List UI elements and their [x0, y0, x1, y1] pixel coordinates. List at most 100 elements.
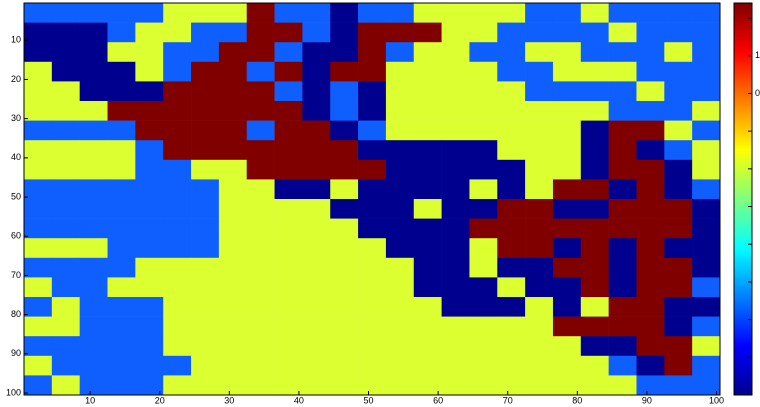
heatmap-cell: [135, 61, 164, 82]
heatmap-cell: [469, 22, 498, 43]
heatmap-cell: [664, 120, 693, 141]
heatmap-cell: [79, 355, 108, 376]
heatmap-cell: [441, 257, 470, 278]
heatmap-cell: [51, 22, 80, 43]
heatmap-cell: [358, 159, 387, 180]
heatmap-cell: [107, 179, 136, 200]
heatmap-cell: [302, 120, 331, 141]
heatmap-cell: [163, 61, 192, 82]
heatmap-cell: [469, 316, 498, 337]
heatmap-cell: [218, 375, 248, 396]
heatmap-cell: [330, 277, 359, 298]
heatmap-cell: [441, 22, 470, 43]
heatmap-cell: [246, 218, 275, 239]
heatmap-cell: [525, 101, 554, 121]
heatmap-cell: [608, 336, 637, 357]
heatmap-cell: [497, 199, 526, 219]
heatmap-cell: [385, 61, 415, 82]
heatmap-cell: [692, 159, 721, 180]
heatmap-cell: [497, 179, 526, 200]
heatmap-cell: [135, 101, 164, 121]
heatmap-cell: [246, 199, 275, 219]
heatmap-cell: [552, 3, 582, 23]
heatmap-cell: [636, 179, 665, 200]
heatmap-cell: [246, 179, 275, 200]
heatmap-cell: [358, 81, 387, 102]
heatmap-cell: [441, 238, 470, 259]
heatmap-cell: [525, 218, 554, 239]
heatmap-cell: [413, 140, 442, 161]
heatmap-cell: [107, 375, 136, 396]
heatmap-cell: [664, 297, 693, 317]
heatmap-cell: [330, 336, 359, 357]
heatmap-cell: [246, 22, 275, 43]
heatmap-cell: [135, 179, 164, 200]
heatmap-cell: [413, 101, 442, 121]
heatmap-cell: [441, 61, 470, 82]
heatmap-cell: [664, 316, 693, 337]
heatmap-cell: [163, 3, 192, 23]
heatmap-cell: [107, 297, 136, 317]
heatmap-cell: [79, 42, 108, 63]
heatmap-cell: [469, 336, 498, 357]
heatmap-cell: [413, 179, 442, 200]
heatmap-cell: [552, 101, 582, 121]
heatmap-cell: [469, 355, 498, 376]
heatmap-cell: [385, 199, 415, 219]
heatmap-cell: [24, 22, 53, 43]
heatmap-cell: [79, 336, 108, 357]
heatmap-cell: [525, 355, 554, 376]
heatmap-cell: [552, 179, 582, 200]
heatmap-cell: [302, 140, 331, 161]
heatmap-cell: [107, 238, 136, 259]
heatmap-cell: [330, 81, 359, 102]
heatmap-cell: [163, 277, 192, 298]
heatmap-cell: [330, 316, 359, 337]
heatmap-cell: [497, 218, 526, 239]
heatmap-cell: [580, 159, 609, 180]
heatmap-cell: [24, 277, 53, 298]
heatmap-cell: [385, 238, 415, 259]
heatmap-cell: [191, 159, 220, 180]
heatmap-cell: [274, 336, 303, 357]
heatmap-cell: [385, 297, 415, 317]
heatmap-cell: [608, 355, 637, 376]
heatmap-cell: [385, 120, 415, 141]
heatmap-cell: [163, 42, 192, 63]
heatmap-cell: [358, 355, 387, 376]
heatmap-cell: [79, 61, 108, 82]
heatmap-cell: [274, 218, 303, 239]
heatmap-cell: [580, 179, 609, 200]
heatmap-cell: [107, 101, 136, 121]
heatmap-cell: [413, 218, 442, 239]
y-tick-label: 30: [11, 113, 21, 123]
heatmap-cell: [469, 140, 498, 161]
heatmap-cell: [135, 336, 164, 357]
heatmap-cell: [218, 159, 248, 180]
heatmap-cell: [330, 375, 359, 396]
heatmap-cell: [330, 218, 359, 239]
heatmap-cell: [580, 257, 609, 278]
heatmap-cell: [330, 101, 359, 121]
heatmap-cell: [274, 297, 303, 317]
heatmap-cell: [441, 42, 470, 63]
heatmap-cell: [497, 355, 526, 376]
heatmap-cell: [358, 120, 387, 141]
heatmap-cell: [441, 355, 470, 376]
heatmap-cell: [441, 159, 470, 180]
heatmap-cell: [664, 179, 693, 200]
y-tick-label: 60: [11, 231, 21, 241]
heatmap-cell: [302, 3, 331, 23]
heatmap-cell: [608, 101, 637, 121]
y-tick-label: 10: [11, 35, 21, 45]
heatmap-cell: [525, 140, 554, 161]
heatmap-cell: [218, 316, 248, 337]
heatmap-cell: [51, 238, 80, 259]
heatmap-cell: [191, 336, 220, 357]
heatmap-cell: [580, 336, 609, 357]
heatmap-cell: [51, 42, 80, 63]
heatmap-cell: [163, 179, 192, 200]
heatmap-cell: [580, 375, 609, 396]
heatmap-cell: [163, 199, 192, 219]
heatmap-cell: [413, 316, 442, 337]
